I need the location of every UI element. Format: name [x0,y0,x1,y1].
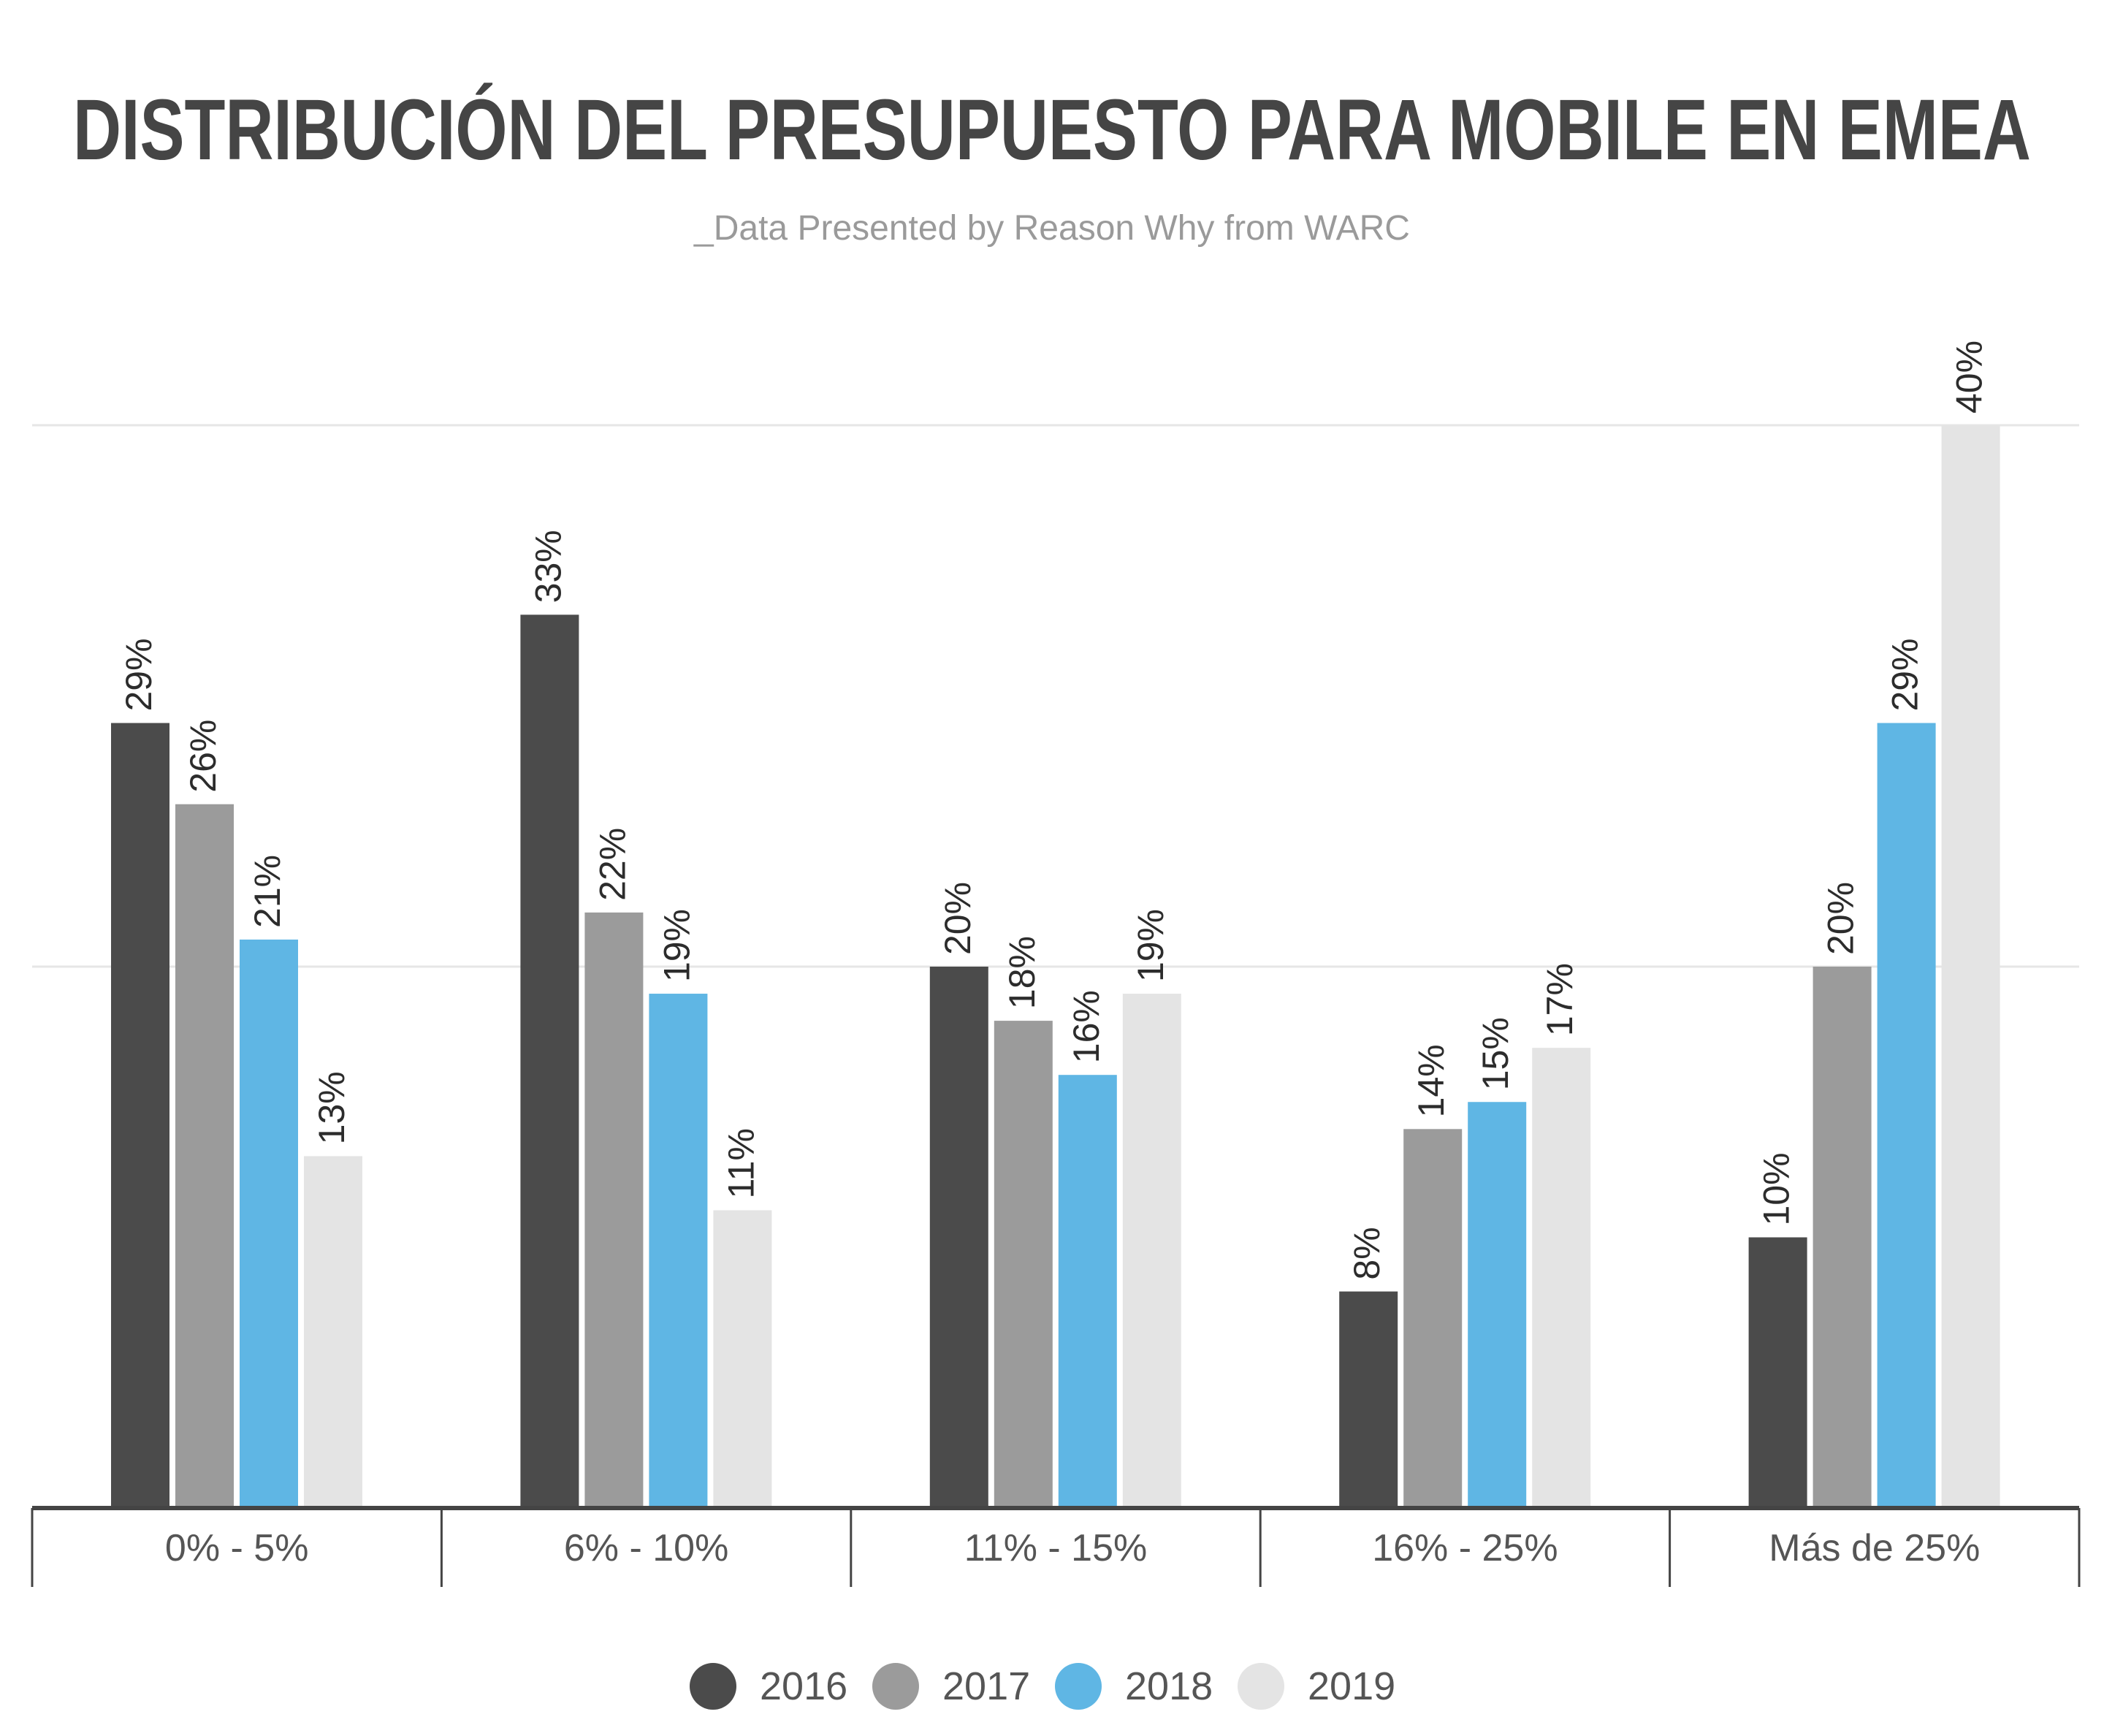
value-label: 16% [1066,990,1107,1063]
value-label: 17% [1539,963,1580,1036]
value-label: 18% [1002,936,1043,1009]
bar-2018-1 [649,994,708,1508]
value-label: 21% [247,855,288,928]
bar-2019-4 [1941,425,2000,1508]
value-label: 8% [1346,1227,1387,1279]
bar-2016-4 [1748,1237,1807,1508]
legend-marker-2018 [1055,1663,1102,1710]
legend-label-2016: 2016 [760,1664,847,1708]
bar-2017-1 [584,912,644,1508]
bar-2019-3 [1532,1048,1591,1508]
legend-label-2018: 2018 [1125,1664,1213,1708]
value-label: 29% [1885,638,1926,711]
value-label: 26% [183,720,224,793]
legend-label-2019: 2019 [1308,1664,1395,1708]
bar-2018-2 [1058,1075,1117,1508]
value-label: 29% [118,638,159,711]
value-label: 20% [937,882,978,955]
value-label: 19% [656,909,697,982]
bar-2017-4 [1813,967,1872,1508]
bar-2019-0 [304,1156,362,1508]
gridlines [32,424,2079,968]
legend-marker-2019 [1238,1663,1284,1710]
legend-marker-2017 [872,1663,919,1710]
value-label: 33% [527,530,568,603]
bar-2016-0 [111,723,169,1508]
legend-label-2017: 2017 [942,1664,1030,1708]
bar-2016-2 [929,967,988,1508]
value-label: 13% [311,1071,352,1144]
bar-2017-3 [1403,1129,1463,1508]
category-label: 11% - 15% [964,1527,1148,1569]
bar-2016-3 [1339,1291,1398,1508]
value-label: 40% [1949,340,1990,414]
bar-2018-0 [240,939,298,1508]
bar-2017-2 [994,1021,1053,1508]
category-label: Más de 25% [1769,1527,1980,1569]
category-label: 0% - 5% [165,1527,309,1569]
legend: 2016 2017 2018 2019 [690,1663,1395,1710]
bar-2019-1 [713,1210,772,1508]
bars [111,425,2000,1508]
value-label: 11% [720,1128,761,1198]
value-label: 15% [1475,1017,1516,1090]
value-label: 22% [592,828,633,901]
value-label: 10% [1756,1152,1797,1225]
bar-2018-3 [1468,1102,1527,1508]
category-label: 16% - 25% [1372,1527,1558,1569]
value-labels: 29% 26% 21% 13% 33% 22% 19% 11% 20% 18% 16% 19% 8% 14… [118,340,1990,1280]
bar-2018-4 [1877,723,1936,1508]
value-label: 20% [1821,882,1861,955]
chart-subtitle: _Data Presented by Reason Why from WARC [693,209,1410,248]
value-label: 14% [1411,1044,1452,1117]
value-label: 19% [1130,909,1171,982]
bar-2019-2 [1122,994,1181,1508]
bar-2017-0 [175,804,234,1508]
category-label: 6% - 10% [564,1527,728,1569]
chart-title: DISTRIBUCIÓN DEL PRESUPUESTO PARA MOBILE… [73,82,2031,178]
legend-marker-2016 [690,1663,736,1710]
x-axis: 0% - 5% 6% - 10% 11% - 15% 16% - 25% Más de … [31,1506,2081,1587]
bar-2016-1 [520,614,579,1508]
